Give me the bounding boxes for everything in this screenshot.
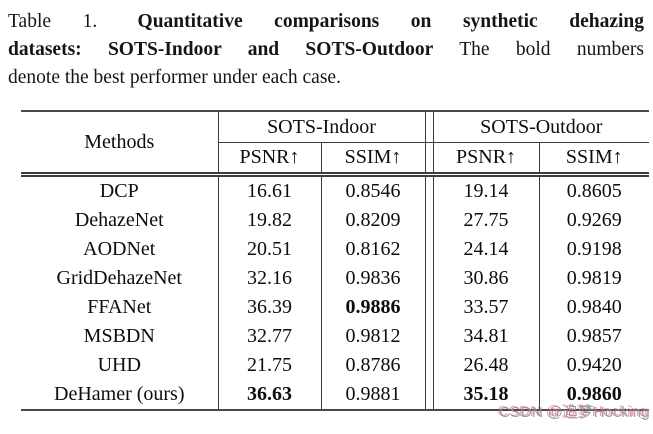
column-divider — [424, 206, 434, 235]
caption-line-1: Table 1. Quantitative comparisons on syn… — [8, 8, 644, 36]
table-row-dehamer: DeHamer (ours) 36.63 0.9881 35.18 0.9860 — [21, 380, 650, 411]
metric-cell: 0.9198 — [538, 235, 650, 264]
method-cell: GridDehazeNet — [56, 267, 183, 289]
column-divider — [424, 111, 434, 143]
method-cell: DCP — [99, 180, 139, 202]
metric-cell: 0.8162 — [320, 235, 426, 264]
group-header-sots-outdoor: SOTS-Outdoor — [433, 111, 650, 143]
column-header-methods: Methods — [21, 111, 218, 177]
method-cell: AODNet — [83, 238, 156, 260]
column-divider — [424, 351, 434, 380]
column-divider — [424, 380, 434, 411]
header-row-metrics: PSNR↑ SSIM↑ PSNR↑ SSIM↑ — [21, 142, 650, 177]
method-cell: FFANet — [87, 296, 152, 318]
column-divider — [424, 293, 434, 322]
header-row-groups: Methods SOTS-Indoor SOTS-Outdoor — [21, 111, 650, 177]
method-cell: DehazeNet — [74, 209, 164, 231]
metric-cell: 0.8605 — [538, 174, 650, 206]
metric-cell: 21.75 — [217, 351, 321, 380]
metric-cell: 20.51 — [217, 235, 321, 264]
metric-cell: 32.16 — [217, 264, 321, 293]
column-header-ssim-indoor: SSIM↑ — [320, 142, 426, 177]
metric-cell: 32.77 — [217, 322, 321, 351]
results-table: Methods SOTS-Indoor SOTS-Outdoor PSNR↑ S… — [21, 110, 650, 411]
metric-cell: 0.9881 — [320, 380, 426, 411]
metric-cell-best: 0.9860 — [538, 380, 650, 411]
column-header-psnr-outdoor: PSNR↑ — [433, 142, 540, 177]
caption-line-2: datasets: SOTS-Indoor and SOTS-Outdoor T… — [8, 36, 644, 64]
metric-cell: 36.39 — [217, 293, 321, 322]
table-row-dcp: DCP 16.61 0.8546 19.14 0.8605 — [21, 174, 650, 206]
table-row-aodnet: AODNet 20.51 0.8162 24.14 0.9198 — [21, 235, 650, 264]
metric-cell: 33.57 — [463, 296, 509, 318]
metric-cell: 0.9812 — [320, 322, 426, 351]
metric-cell: 0.9269 — [538, 206, 650, 235]
metric-cell: 0.8786 — [320, 351, 426, 380]
metric-cell: 0.9420 — [538, 351, 650, 380]
table-row-ffanet: FFANet 36.39 0.9886 33.57 0.9840 — [21, 293, 650, 322]
column-divider — [424, 174, 434, 206]
metric-cell: 0.8546 — [320, 174, 426, 206]
method-cell: DeHamer (ours) — [21, 380, 218, 411]
metric-cell-best: 0.9886 — [320, 293, 426, 322]
table-row-uhd: UHD 21.75 0.8786 26.48 0.9420 — [21, 351, 650, 380]
column-header-psnr-indoor: PSNR↑ — [217, 142, 321, 177]
caption-text-part1: The bold numbers — [459, 39, 645, 60]
metric-cell: 19.14 — [463, 180, 509, 202]
metric-cell: 0.9840 — [538, 293, 650, 322]
metric-cell: 27.75 — [463, 209, 509, 231]
caption-line-3: denote the best performer under each cas… — [8, 64, 644, 92]
csdn-watermark: CSDN @追梦Hocking — [499, 404, 650, 421]
method-cell: MSBDN — [83, 325, 155, 347]
column-divider — [424, 235, 434, 264]
column-divider — [424, 264, 434, 293]
metric-cell: 0.9857 — [538, 322, 650, 351]
table-row-griddehazenet: GridDehazeNet 32.16 0.9836 30.86 0.9819 — [21, 264, 650, 293]
metric-cell: 0.8209 — [320, 206, 426, 235]
column-divider — [424, 322, 434, 351]
metric-cell-best: 36.63 — [217, 380, 321, 411]
metric-cell: 0.9819 — [538, 264, 650, 293]
metric-cell: 16.61 — [217, 174, 321, 206]
table-row-msbdn: MSBDN 32.77 0.9812 34.81 0.9857 — [21, 322, 650, 351]
column-header-ssim-outdoor: SSIM↑ — [538, 142, 650, 177]
table-row-dehazenet: DehazeNet 19.82 0.8209 27.75 0.9269 — [21, 206, 650, 235]
metric-cell: 19.82 — [217, 206, 321, 235]
metric-cell: 34.81 — [463, 325, 509, 347]
group-header-sots-indoor: SOTS-Indoor — [217, 111, 426, 143]
caption-label: Table 1. — [8, 11, 98, 32]
metric-cell: 0.9836 — [320, 264, 426, 293]
metric-cell: 30.86 — [463, 267, 509, 289]
metric-cell: 26.48 — [463, 354, 509, 376]
method-cell: UHD — [97, 354, 141, 376]
metric-cell: 24.14 — [463, 238, 509, 260]
caption-text-part2: denote the best performer under each cas… — [8, 67, 341, 88]
caption-title-part1: Quantitative comparisons on synthetic de… — [137, 11, 644, 32]
metric-cell-best: 35.18 — [433, 380, 540, 411]
caption-title-part2: datasets: SOTS-Indoor and SOTS-Outdoor — [8, 39, 434, 60]
table-caption: Table 1. Quantitative comparisons on syn… — [8, 8, 644, 92]
column-divider — [424, 142, 434, 177]
